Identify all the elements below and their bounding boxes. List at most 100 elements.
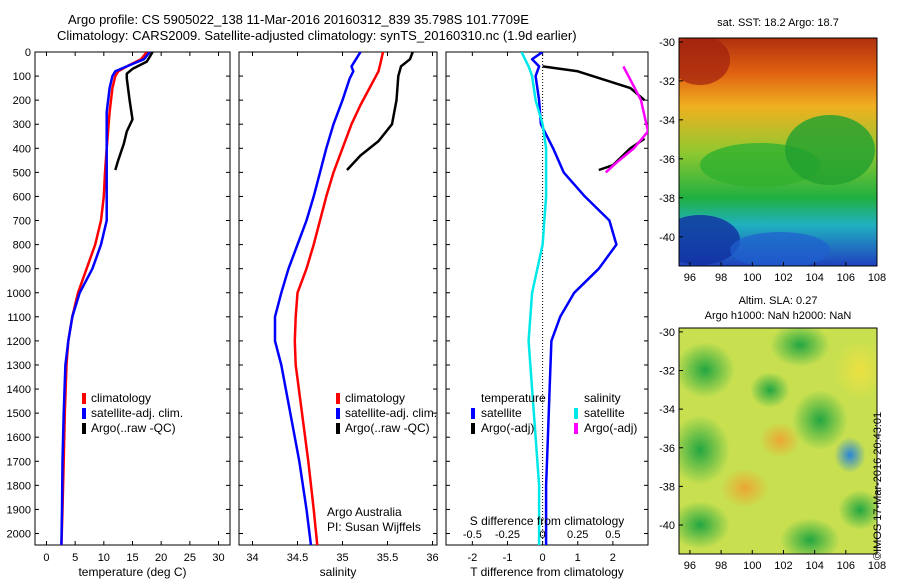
x-tick-label: 10	[98, 552, 110, 564]
legend-swatch	[336, 393, 340, 404]
x-tick-label: 5	[72, 552, 78, 564]
y-tick-label: 1400	[7, 384, 31, 396]
map-x-tick-label: 96	[684, 560, 696, 572]
title-line-1: Argo profile: CS 5905022_138 11-Mar-2016…	[68, 12, 529, 27]
y-tick-label: 2000	[7, 529, 31, 541]
legend-label: satellite-adj. clim.	[345, 406, 437, 420]
y-tick-label: 700	[13, 216, 31, 228]
sst-map-image	[679, 38, 877, 266]
copyright-stamp: ©IMOS 17-Mar-2016 20:43:01	[872, 411, 884, 560]
plot-frame	[34, 51, 231, 546]
top-x-tick-label: -0.5	[463, 529, 482, 541]
map-frame	[678, 37, 878, 267]
legend-label: satellite	[481, 406, 522, 420]
x-tick-label: 20	[155, 552, 167, 564]
title-line-2: Climatology: CARS2009. Satellite-adjuste…	[57, 28, 577, 43]
y-tick-label: 1700	[7, 456, 31, 468]
map-x-tick-label: 104	[805, 560, 823, 572]
y-tick-label: 1600	[7, 432, 31, 444]
plot-frame	[238, 51, 438, 546]
x-tick-label: 0	[43, 552, 49, 564]
y-tick-label: 1500	[7, 408, 31, 420]
map-y-tick-label: -30	[659, 327, 675, 339]
map-y-tick-label: -32	[659, 365, 675, 377]
map-x-tick-label: 100	[743, 272, 761, 284]
x-tick-label: 25	[184, 552, 196, 564]
map-x-tick-label: 106	[837, 560, 855, 572]
y-tick-label: 400	[13, 143, 31, 155]
map-y-tick-label: -38	[659, 481, 675, 493]
map-x-tick-label: 98	[715, 560, 727, 572]
legend-swatch	[82, 423, 86, 434]
x-tick-label: 1	[575, 552, 581, 564]
map-x-tick-label: 100	[743, 560, 761, 572]
y-tick-label: 900	[13, 264, 31, 276]
legend-label: Argo(..raw -QC)	[345, 421, 430, 435]
x-tick-label: 34	[246, 552, 258, 564]
x-tick-label: 0	[540, 552, 546, 564]
series-line-1	[520, 52, 548, 545]
map-x-tick-label: 102	[774, 560, 792, 572]
temperature-panel: 0100200300400500600700800900100011001200…	[7, 47, 231, 579]
series-group	[60, 52, 154, 545]
sla-map-axes: Altim. SLA: 0.27 Argo h1000: NaN h2000: N…	[659, 295, 886, 572]
map-x-tick-label: 108	[868, 272, 886, 284]
legend-swatch	[336, 423, 340, 434]
map-x-tick-label: 106	[837, 272, 855, 284]
map-x-tick-label: 102	[774, 272, 792, 284]
series-line-0	[530, 52, 618, 545]
series-line-0	[293, 52, 385, 545]
legend-swatch	[574, 423, 578, 434]
x-axis-label: salinity	[320, 565, 357, 579]
legend-heading: temperature	[481, 391, 546, 405]
x-axis-label: T difference from climatology	[470, 565, 624, 579]
y-tick-label: 1900	[7, 504, 31, 516]
x-tick-label: 36	[426, 552, 438, 564]
legend-label: satellite	[584, 406, 625, 420]
legend-swatch	[471, 408, 475, 419]
x-tick-label: 34.5	[287, 552, 308, 564]
x-tick-label: 35	[336, 552, 348, 564]
y-tick-label: 300	[13, 119, 31, 131]
y-tick-label: 1000	[7, 288, 31, 300]
legend-label: climatology	[91, 391, 151, 405]
map-y-tick-label: -34	[659, 115, 675, 127]
map-x-tick-label: 96	[684, 272, 696, 284]
map-y-tick-label: -36	[659, 443, 675, 455]
top-x-tick-label: -0.25	[495, 529, 520, 541]
x-tick-label: 30	[212, 552, 224, 564]
y-tick-label: 200	[13, 95, 31, 107]
map-y-tick-label: -32	[659, 76, 675, 88]
y-tick-label: 1800	[7, 480, 31, 492]
series-line-4	[604, 65, 648, 174]
map-y-tick-label: -40	[659, 520, 675, 532]
legend-label: Argo(-adj)	[584, 421, 637, 435]
legend-label: Argo(..raw -QC)	[91, 421, 176, 435]
top-x-tick-label: 0.25	[567, 529, 588, 541]
map-title: sat. SST: 18.2 Argo: 18.7	[717, 17, 839, 29]
legend-swatch	[471, 423, 475, 434]
top-x-tick-label: 0	[540, 529, 546, 541]
x-tick-label: 15	[126, 552, 138, 564]
y-tick-label: 1100	[7, 312, 31, 324]
top-x-tick-label: 0.5	[605, 529, 620, 541]
sst-map-axes: sat. SST: 18.2 Argo: 18.7 96 98 100 102 104 10…	[659, 17, 886, 284]
salinity-panel: 34 34.5 35 35.5 36 salinity climatologysatelli…	[238, 51, 439, 579]
map-title: Argo h1000: NaN h2000: NaN	[705, 310, 852, 322]
y-tick-label: 1300	[7, 360, 31, 372]
x-tick-label: -1	[503, 552, 513, 564]
map-title: Altim. SLA: 0.27	[739, 295, 818, 307]
map-y-tick-label: -36	[659, 154, 675, 166]
map-x-tick-label: 98	[715, 272, 727, 284]
series-line-2	[346, 52, 414, 171]
map-frame	[678, 327, 878, 555]
legend-swatch	[336, 408, 340, 419]
y-tick-label: 500	[13, 167, 31, 179]
x-tick-label: 2	[610, 552, 616, 564]
series-group	[273, 52, 414, 545]
sla-map-image	[679, 328, 877, 554]
map-y-tick-label: -34	[659, 404, 675, 416]
legend-swatch	[574, 408, 578, 419]
annotation-text: PI: Susan Wijffels	[327, 520, 421, 534]
series-group	[520, 52, 648, 545]
